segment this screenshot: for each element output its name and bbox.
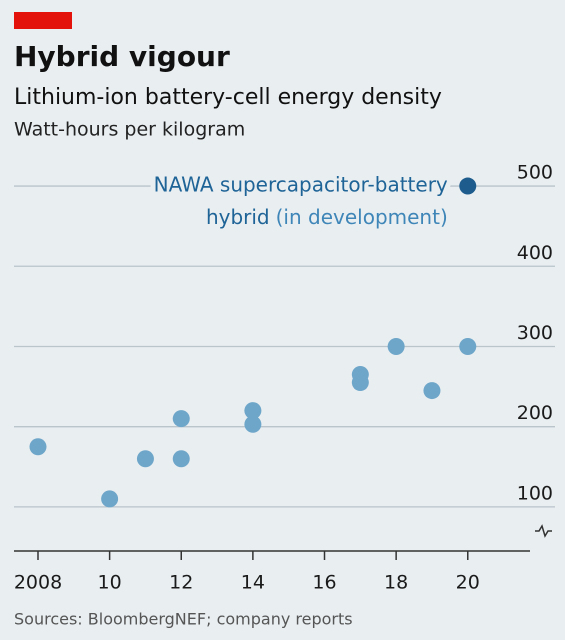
chart-subtitle: Lithium-ion battery-cell energy density <box>14 85 442 110</box>
chart-title: Hybrid vigour <box>14 40 230 73</box>
x-tick-label: 20 <box>456 572 480 594</box>
point <box>136 450 154 468</box>
grid <box>14 185 555 560</box>
axis-break <box>535 524 552 538</box>
x-tick-label: 18 <box>384 572 408 594</box>
point <box>101 490 119 508</box>
annotation: hybrid (in development) <box>206 205 448 229</box>
x-tick-label: 10 <box>98 572 122 594</box>
annotation: NAWA supercapacitor-battery <box>154 173 448 197</box>
x-tick-label: 14 <box>241 572 265 594</box>
x-tick-label: 12 <box>169 572 193 594</box>
point <box>387 337 405 355</box>
point <box>459 337 477 355</box>
annotation-part: hybrid <box>206 205 270 229</box>
y-axis-label: Watt-hours per kilogram <box>14 119 245 141</box>
x-tick-label: 16 <box>312 572 336 594</box>
point <box>244 415 262 433</box>
point <box>244 402 262 420</box>
marks <box>29 177 477 508</box>
point <box>172 450 190 468</box>
y-tick-label: 200 <box>517 402 553 424</box>
point <box>351 374 369 392</box>
x-tick-label: 2008 <box>14 572 62 594</box>
y-tick-label: 100 <box>517 482 553 504</box>
y-tick-label: 400 <box>517 242 553 264</box>
y-tick-label: 300 <box>517 322 553 344</box>
point <box>29 438 47 456</box>
point <box>459 177 477 195</box>
point <box>172 410 190 428</box>
y-tick-label: 500 <box>517 162 553 184</box>
source: Sources: BloombergNEF; company reports <box>14 610 353 629</box>
annotation-part: (in development) <box>276 205 448 229</box>
brand-bar <box>14 12 72 29</box>
point <box>423 382 441 400</box>
